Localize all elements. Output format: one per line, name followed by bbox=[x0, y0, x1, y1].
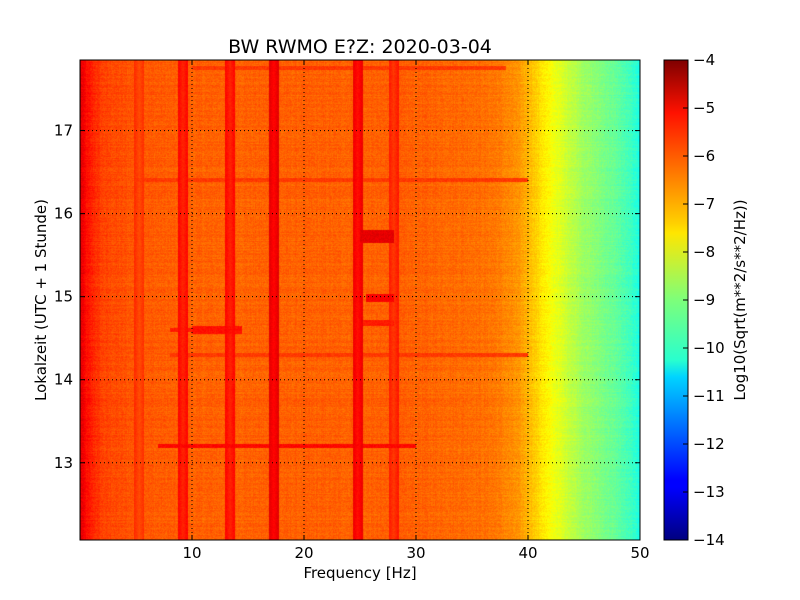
colorbar-ticks: −4 −5 −6 −7 −8 −9 −10 −11 −12 −13 −14 bbox=[683, 51, 725, 549]
colorbar-tick-label: −11 bbox=[693, 387, 725, 405]
colorbar-tick-label: −8 bbox=[693, 243, 715, 261]
colorbar-tick-label: −7 bbox=[693, 195, 715, 213]
x-axis-label: Frequency [Hz] bbox=[303, 564, 416, 582]
y-tick-label: 17 bbox=[54, 122, 73, 140]
x-tick-label: 10 bbox=[182, 544, 201, 562]
colorbar-label: Log10(Sqrt(m**2/s**2/Hz)) bbox=[731, 199, 749, 400]
y-tick-label: 14 bbox=[54, 371, 73, 389]
y-tick-label: 15 bbox=[54, 288, 73, 306]
plot-area: 10 20 30 40 50 13 14 15 16 17 bbox=[54, 59, 650, 562]
x-axis-ticks: 10 20 30 40 50 bbox=[182, 60, 650, 562]
colorbar-tick-label: −6 bbox=[693, 147, 715, 165]
plot-frame bbox=[79, 59, 641, 541]
spectrogram-image bbox=[80, 60, 640, 540]
colorbar-tick-label: −9 bbox=[693, 291, 715, 309]
colorbar-tick-label: −14 bbox=[693, 531, 725, 549]
colorbar: −4 −5 −6 −7 −8 −9 −10 −11 −12 −13 −14 bbox=[663, 51, 725, 549]
y-tick-label: 13 bbox=[54, 454, 73, 472]
colorbar-tick-label: −10 bbox=[693, 339, 725, 357]
x-tick-label: 50 bbox=[630, 544, 649, 562]
colorbar-tick-label: −4 bbox=[693, 51, 715, 69]
x-tick-label: 30 bbox=[406, 544, 425, 562]
x-tick-label: 20 bbox=[294, 544, 313, 562]
grid bbox=[80, 60, 640, 540]
colorbar-tick-label: −12 bbox=[693, 435, 725, 453]
x-tick-label: 40 bbox=[518, 544, 537, 562]
colorbar-tick-label: −5 bbox=[693, 99, 715, 117]
chart-title: BW RWMO E?Z: 2020-03-04 bbox=[228, 36, 492, 58]
colorbar-tick-label: −13 bbox=[693, 483, 725, 501]
y-axis-label: Lokalzeit (UTC + 1 Stunde) bbox=[32, 199, 50, 401]
y-axis-ticks: 13 14 15 16 17 bbox=[54, 122, 640, 472]
y-tick-label: 16 bbox=[54, 205, 73, 223]
